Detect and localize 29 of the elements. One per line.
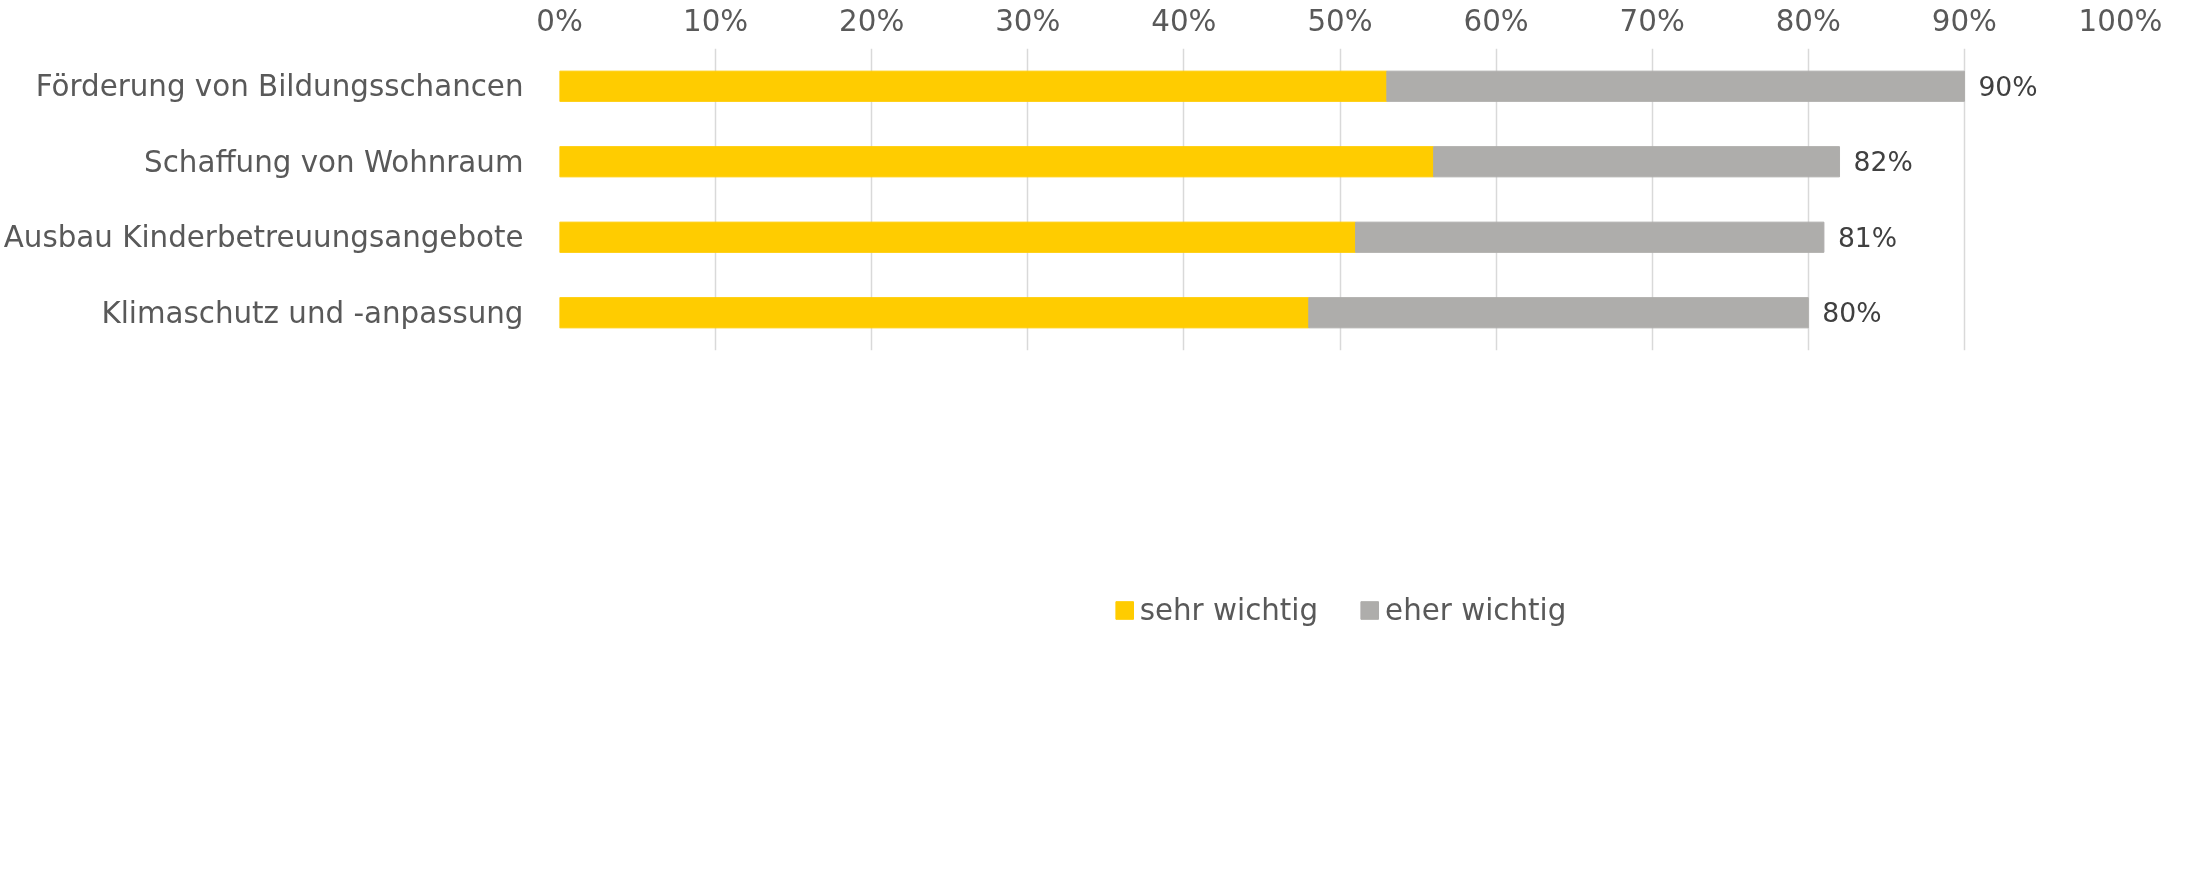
bar (559, 221, 1357, 253)
bar (1355, 221, 1825, 253)
x-tick-label: 100% (2078, 3, 2163, 38)
legend-label: eher wichtig (1385, 593, 1567, 627)
bar (559, 146, 1435, 178)
legend-label: sehr wichtig (1139, 593, 1319, 627)
y-tick-label: Klimaschutz und -anpassung (101, 295, 524, 330)
x-tick-label: 10% (683, 3, 749, 38)
x-tick-label: 50% (1307, 3, 1373, 38)
bar (1386, 70, 1965, 102)
x-tick-label: 40% (1151, 3, 1217, 38)
total-label: 90% (1978, 70, 2038, 102)
bar (1308, 297, 1809, 329)
y-tick-label: Schaffung von Wohnraum (144, 144, 524, 179)
bar (559, 70, 1388, 102)
x-tick-label: 90% (1931, 3, 1997, 38)
total-label: 82% (1853, 146, 1913, 178)
y-tick-label: Förderung von Bildungsschancen (35, 69, 524, 104)
total-label: 81% (1837, 221, 1898, 253)
x-tick-label: 30% (995, 3, 1061, 38)
x-tick-label: 70% (1619, 3, 1685, 38)
bar (1433, 146, 1841, 178)
x-tick-label: 80% (1775, 3, 1841, 38)
y-tick-label: Ausbau Kinderbetreuungsangebote (3, 220, 524, 255)
bar (559, 297, 1310, 329)
x-tick-label: 0% (536, 3, 583, 38)
total-label: 80% (1822, 297, 1882, 329)
x-tick-label: 20% (839, 3, 905, 38)
x-tick-label: 60% (1463, 3, 1529, 38)
